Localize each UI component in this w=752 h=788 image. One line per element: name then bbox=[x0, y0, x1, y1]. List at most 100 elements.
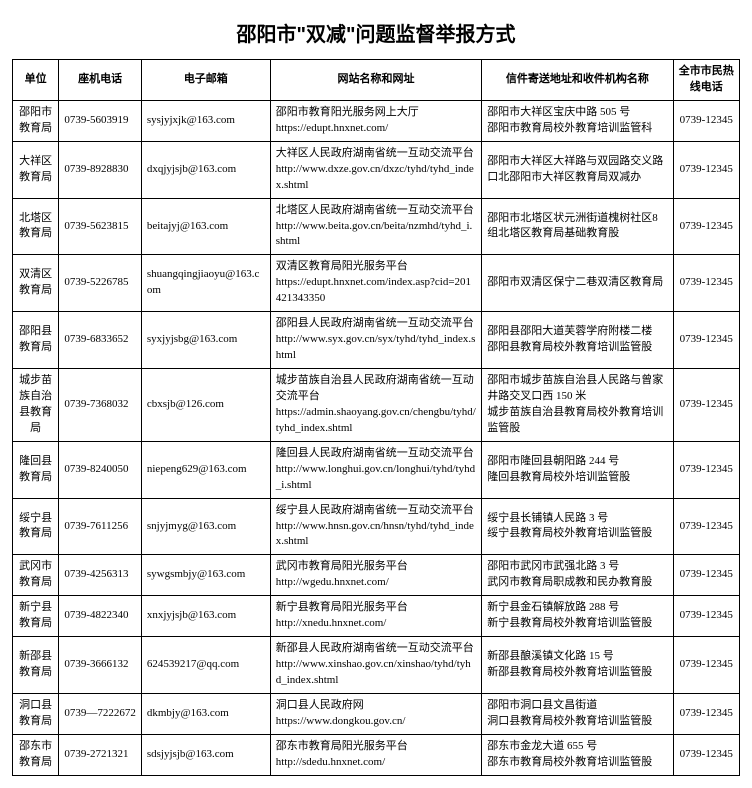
cell-phone: 0739-3666132 bbox=[59, 637, 142, 694]
cell-unit: 邵阳县教育局 bbox=[13, 312, 59, 369]
cell-unit: 隆回县教育局 bbox=[13, 441, 59, 498]
cell-phone: 0739-5603919 bbox=[59, 100, 142, 141]
cell-email: dkmbjy@163.com bbox=[141, 693, 270, 734]
cell-phone: 0739-2721321 bbox=[59, 734, 142, 775]
cell-email: sdsjyjsjb@163.com bbox=[141, 734, 270, 775]
cell-web: 武冈市教育局阳光服务平台http://wgedu.hnxnet.com/ bbox=[270, 555, 481, 596]
cell-mail: 邵东市金龙大道 655 号邵东市教育局校外教育培训监管股 bbox=[482, 734, 673, 775]
table-row: 城步苗族自治县教育局0739-7368032cbxsjb@126.com城步苗族… bbox=[13, 369, 740, 442]
cell-email: syxjyjsbg@163.com bbox=[141, 312, 270, 369]
table-row: 洞口县教育局0739—7222672dkmbjy@163.com洞口县人民政府网… bbox=[13, 693, 740, 734]
page-title: 邵阳市"双减"问题监督举报方式 bbox=[12, 18, 740, 47]
cell-email: 624539217@qq.com bbox=[141, 637, 270, 694]
cell-unit: 新邵县教育局 bbox=[13, 637, 59, 694]
cell-phone: 0739-8928830 bbox=[59, 141, 142, 198]
cell-unit: 邵东市教育局 bbox=[13, 734, 59, 775]
table-row: 大祥区教育局0739-8928830dxqjyjsjb@163.com大祥区人民… bbox=[13, 141, 740, 198]
col-email: 电子邮箱 bbox=[141, 60, 270, 101]
cell-web: 绥宁县人民政府湖南省统一互动交流平台http://www.hnsn.gov.cn… bbox=[270, 498, 481, 555]
cell-hot: 0739-12345 bbox=[673, 498, 739, 555]
cell-web: 大祥区人民政府湖南省统一互动交流平台http://www.dxze.gov.cn… bbox=[270, 141, 481, 198]
cell-web: 双清区教育局阳光服务平台https://edupt.hnxnet.com/ind… bbox=[270, 255, 481, 312]
cell-phone: 0739-4256313 bbox=[59, 555, 142, 596]
cell-hot: 0739-12345 bbox=[673, 441, 739, 498]
cell-phone: 0739-7368032 bbox=[59, 369, 142, 442]
cell-web: 邵东市教育局阳光服务平台http://sdedu.hnxnet.com/ bbox=[270, 734, 481, 775]
table-row: 绥宁县教育局0739-7611256snjyjmyg@163.com绥宁县人民政… bbox=[13, 498, 740, 555]
cell-hot: 0739-12345 bbox=[673, 596, 739, 637]
cell-web: 洞口县人民政府网https://www.dongkou.gov.cn/ bbox=[270, 693, 481, 734]
cell-mail: 邵阳市大祥区宝庆中路 505 号邵阳市教育局校外教育培训监管科 bbox=[482, 100, 673, 141]
cell-email: xnxjyjsjb@163.com bbox=[141, 596, 270, 637]
cell-phone: 0739-5226785 bbox=[59, 255, 142, 312]
cell-email: cbxsjb@126.com bbox=[141, 369, 270, 442]
col-web: 网站名称和网址 bbox=[270, 60, 481, 101]
cell-phone: 0739-7611256 bbox=[59, 498, 142, 555]
cell-phone: 0739-8240050 bbox=[59, 441, 142, 498]
table-row: 武冈市教育局0739-4256313sywgsmbjy@163.com武冈市教育… bbox=[13, 555, 740, 596]
cell-hot: 0739-12345 bbox=[673, 198, 739, 255]
cell-email: sysjyjxjk@163.com bbox=[141, 100, 270, 141]
cell-hot: 0739-12345 bbox=[673, 141, 739, 198]
table-row: 邵东市教育局0739-2721321sdsjyjsjb@163.com邵东市教育… bbox=[13, 734, 740, 775]
cell-unit: 双清区教育局 bbox=[13, 255, 59, 312]
report-table: 单位 座机电话 电子邮箱 网站名称和网址 信件寄送地址和收件机构名称 全市市民热… bbox=[12, 59, 740, 776]
col-unit: 单位 bbox=[13, 60, 59, 101]
header-row: 单位 座机电话 电子邮箱 网站名称和网址 信件寄送地址和收件机构名称 全市市民热… bbox=[13, 60, 740, 101]
cell-unit: 大祥区教育局 bbox=[13, 141, 59, 198]
cell-web: 邵阳市教育阳光服务网上大厅https://edupt.hnxnet.com/ bbox=[270, 100, 481, 141]
cell-email: sywgsmbjy@163.com bbox=[141, 555, 270, 596]
cell-mail: 邵阳市北塔区状元洲街道槐树社区8组北塔区教育局基础教育股 bbox=[482, 198, 673, 255]
cell-web: 北塔区人民政府湖南省统一互动交流平台http://www.beita.gov.c… bbox=[270, 198, 481, 255]
col-phone: 座机电话 bbox=[59, 60, 142, 101]
cell-unit: 绥宁县教育局 bbox=[13, 498, 59, 555]
cell-email: snjyjmyg@163.com bbox=[141, 498, 270, 555]
cell-mail: 邵阳市城步苗族自治县人民路与曾家井路交叉口西 150 米城步苗族自治县教育局校外… bbox=[482, 369, 673, 442]
cell-hot: 0739-12345 bbox=[673, 312, 739, 369]
cell-email: shuangqingjiaoyu@163.com bbox=[141, 255, 270, 312]
col-mail: 信件寄送地址和收件机构名称 bbox=[482, 60, 673, 101]
cell-hot: 0739-12345 bbox=[673, 555, 739, 596]
cell-unit: 城步苗族自治县教育局 bbox=[13, 369, 59, 442]
table-row: 新邵县教育局0739-3666132624539217@qq.com新邵县人民政… bbox=[13, 637, 740, 694]
cell-mail: 邵阳市隆回县朝阳路 244 号隆回县教育局校外培训监管股 bbox=[482, 441, 673, 498]
cell-hot: 0739-12345 bbox=[673, 369, 739, 442]
table-row: 邵阳县教育局0739-6833652syxjyjsbg@163.com邵阳县人民… bbox=[13, 312, 740, 369]
cell-hot: 0739-12345 bbox=[673, 100, 739, 141]
cell-unit: 邵阳市教育局 bbox=[13, 100, 59, 141]
cell-phone: 0739—7222672 bbox=[59, 693, 142, 734]
cell-unit: 洞口县教育局 bbox=[13, 693, 59, 734]
cell-phone: 0739-5623815 bbox=[59, 198, 142, 255]
cell-mail: 邵阳市大祥区大祥路与双园路交义路口北邵阳市大祥区教育局双减办 bbox=[482, 141, 673, 198]
cell-unit: 北塔区教育局 bbox=[13, 198, 59, 255]
cell-email: niepeng629@163.com bbox=[141, 441, 270, 498]
cell-mail: 绥宁县长铺镇人民路 3 号绥宁县教育局校外教育培训监管股 bbox=[482, 498, 673, 555]
table-row: 双清区教育局0739-5226785shuangqingjiaoyu@163.c… bbox=[13, 255, 740, 312]
cell-hot: 0739-12345 bbox=[673, 255, 739, 312]
cell-mail: 新邵县酿溪镇文化路 15 号新邵县教育局校外教育培训监管股 bbox=[482, 637, 673, 694]
cell-phone: 0739-4822340 bbox=[59, 596, 142, 637]
cell-web: 城步苗族自治县人民政府湖南省统一互动交流平台https://admin.shao… bbox=[270, 369, 481, 442]
cell-mail: 邵阳市洞口县文昌街道洞口县教育局校外教育培训监管股 bbox=[482, 693, 673, 734]
col-hot: 全市市民热线电话 bbox=[673, 60, 739, 101]
cell-phone: 0739-6833652 bbox=[59, 312, 142, 369]
cell-web: 隆回县人民政府湖南省统一互动交流平台http://www.longhui.gov… bbox=[270, 441, 481, 498]
table-row: 北塔区教育局0739-5623815beitajyj@163.com北塔区人民政… bbox=[13, 198, 740, 255]
cell-unit: 新宁县教育局 bbox=[13, 596, 59, 637]
table-row: 新宁县教育局0739-4822340xnxjyjsjb@163.com新宁县教育… bbox=[13, 596, 740, 637]
cell-web: 新宁县教育局阳光服务平台http://xnedu.hnxnet.com/ bbox=[270, 596, 481, 637]
cell-unit: 武冈市教育局 bbox=[13, 555, 59, 596]
cell-web: 邵阳县人民政府湖南省统一互动交流平台http://www.syx.gov.cn/… bbox=[270, 312, 481, 369]
cell-mail: 邵阳县邵阳大道芙蓉学府附楼二楼邵阳县教育局校外教育培训监管股 bbox=[482, 312, 673, 369]
cell-mail: 邵阳市双清区保宁二巷双清区教育局 bbox=[482, 255, 673, 312]
cell-web: 新邵县人民政府湖南省统一互动交流平台http://www.xinshao.gov… bbox=[270, 637, 481, 694]
cell-mail: 邵阳市武冈市武强北路 3 号武冈市教育局职成教和民办教育股 bbox=[482, 555, 673, 596]
cell-hot: 0739-12345 bbox=[673, 693, 739, 734]
cell-email: beitajyj@163.com bbox=[141, 198, 270, 255]
cell-hot: 0739-12345 bbox=[673, 734, 739, 775]
cell-mail: 新宁县金石镇解放路 288 号新宁县教育局校外教育培训监管股 bbox=[482, 596, 673, 637]
table-row: 邵阳市教育局0739-5603919sysjyjxjk@163.com邵阳市教育… bbox=[13, 100, 740, 141]
cell-hot: 0739-12345 bbox=[673, 637, 739, 694]
table-row: 隆回县教育局0739-8240050niepeng629@163.com隆回县人… bbox=[13, 441, 740, 498]
cell-email: dxqjyjsjb@163.com bbox=[141, 141, 270, 198]
